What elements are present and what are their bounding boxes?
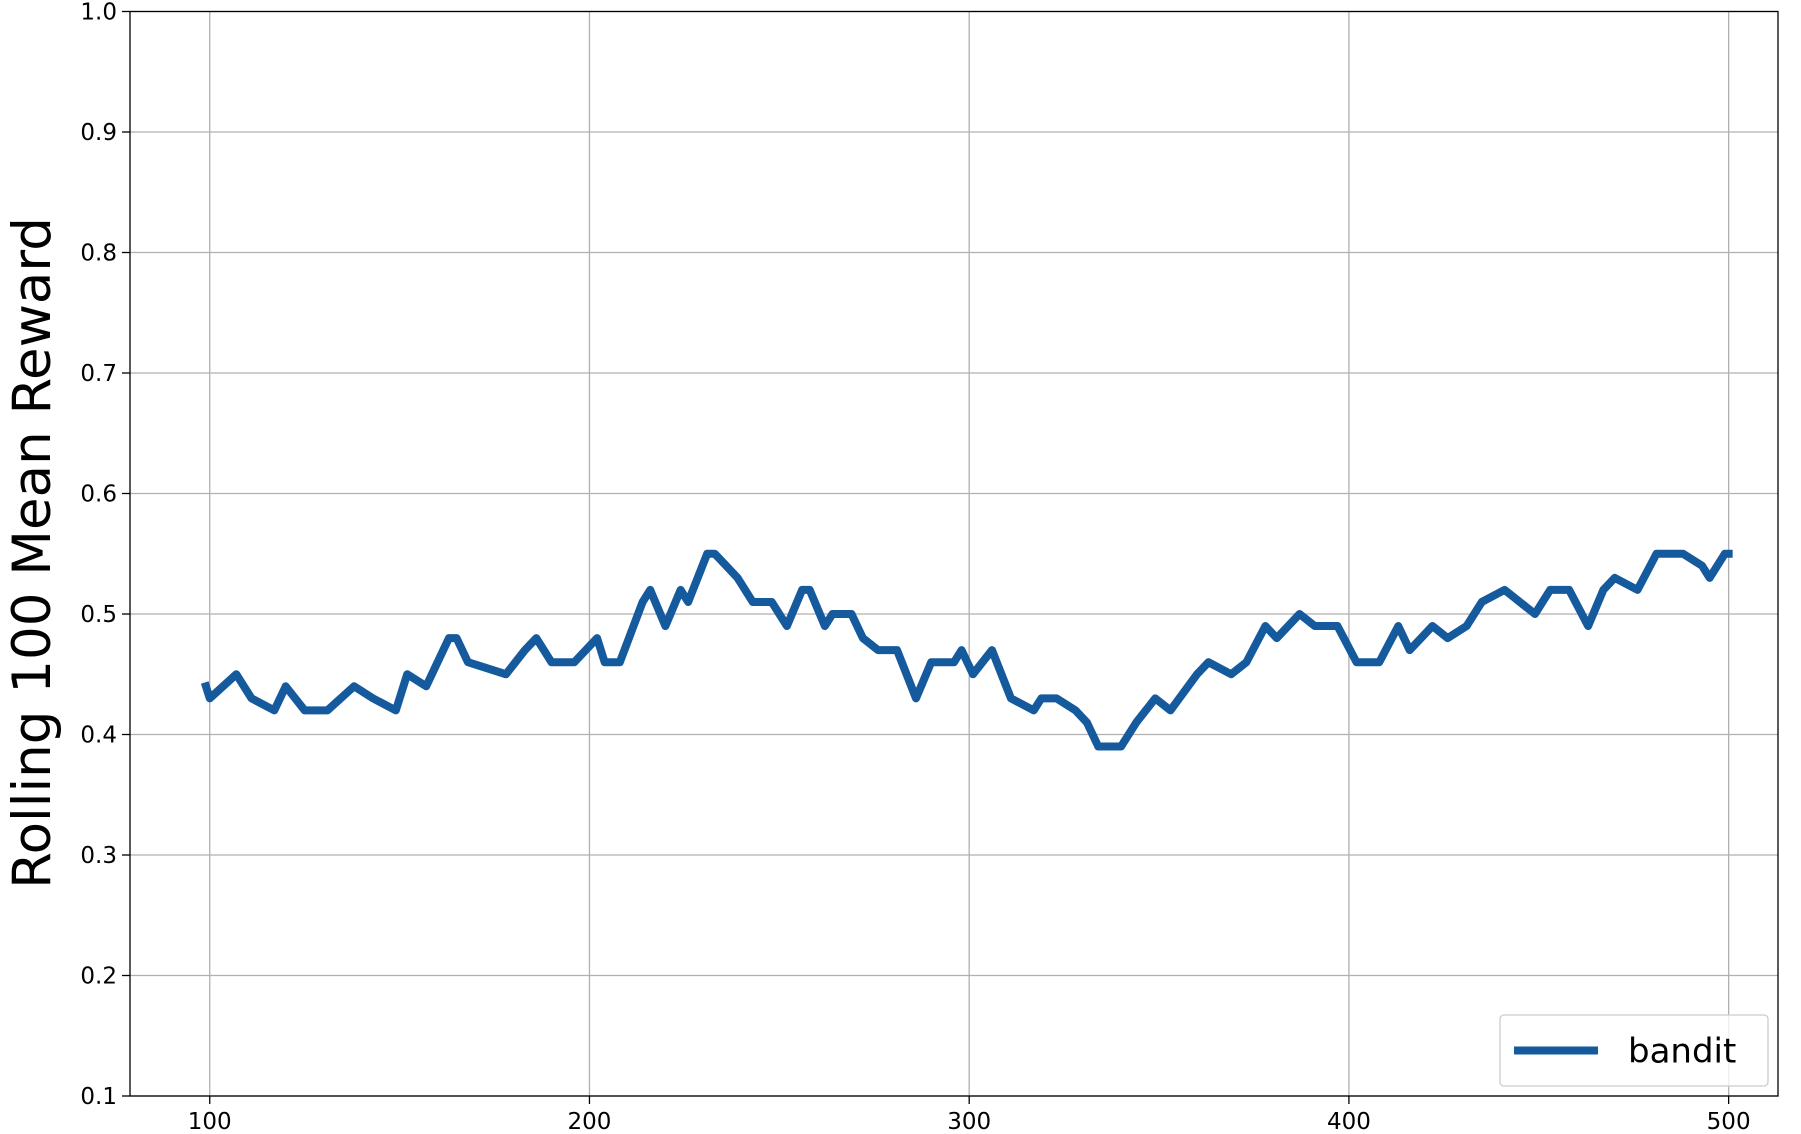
y-tick-label: 1.0 (80, 0, 117, 26)
y-axis-label: Rolling 100 Mean Reward (2, 217, 63, 889)
y-tick-label: 0.1 (80, 1084, 117, 1110)
y-tick-label: 0.5 (80, 602, 117, 628)
x-tick-label: 200 (568, 1109, 612, 1134)
x-tick-label: 400 (1327, 1109, 1371, 1134)
legend-label: bandit (1628, 1032, 1736, 1072)
x-tick-label: 100 (188, 1109, 232, 1134)
data-line (200, 549, 1733, 751)
y-tick-label: 0.8 (80, 241, 117, 267)
y-tick-label: 0.9 (80, 120, 117, 146)
y-tick-label: 0.3 (80, 843, 117, 869)
y-tick-label: 0.4 (80, 723, 117, 749)
y-tick-label: 0.2 (80, 964, 117, 990)
legend-box (1499, 1014, 1769, 1087)
axes-frame (129, 10, 1779, 1097)
y-tick-label: 0.7 (80, 361, 117, 387)
x-tick-label: 500 (1707, 1109, 1751, 1134)
x-tick-label: 300 (947, 1109, 991, 1134)
y-tick-label: 0.6 (80, 482, 117, 508)
